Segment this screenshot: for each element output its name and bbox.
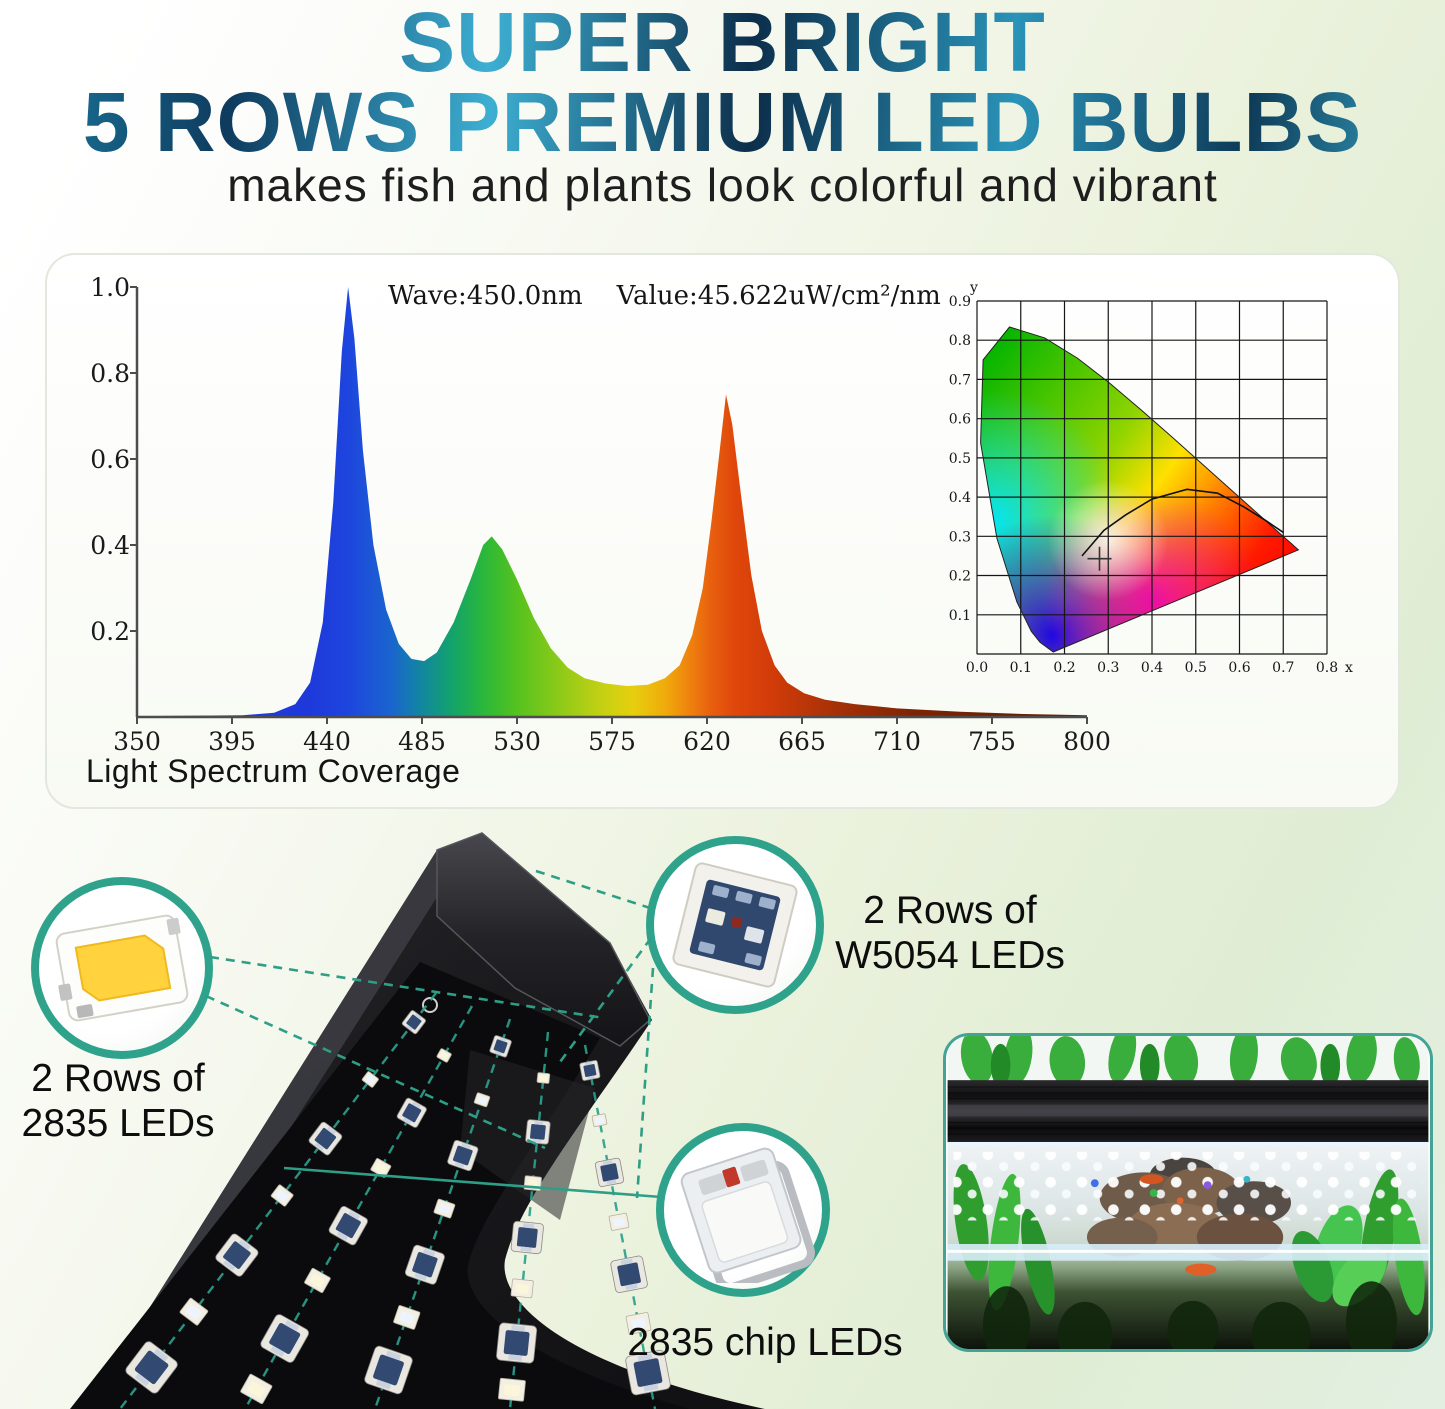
spectrum-y-tick-label: 0.8 <box>90 359 130 388</box>
cie-planckian-locus <box>1081 488 1284 557</box>
label-chip2835: 2835 chip LEDs <box>627 1321 903 1364</box>
led-2835-chip-icon <box>55 914 189 1022</box>
white-led-chip <box>393 1305 421 1330</box>
cie-spectral-locus-outline <box>980 326 1300 653</box>
cie-grid-lines <box>976 300 1328 655</box>
spectrum-area-series <box>137 287 1087 717</box>
annotation-value: Value:45.622uW/cm²/nm <box>616 281 941 311</box>
cie-y-tick-label: 0.3 <box>949 529 971 545</box>
white-led-chip <box>498 1377 526 1402</box>
spectrum-x-tick-label: 350 <box>113 727 161 756</box>
cie-y-tick-label: 0.1 <box>949 608 971 624</box>
spectrum-y-tick-label: 0.2 <box>90 617 130 646</box>
white-led-chip <box>304 1267 331 1293</box>
cie-x-tick-label: 0.6 <box>1228 660 1250 676</box>
rgb-led-chip <box>364 1345 413 1395</box>
spectrum-x-tick-label: 620 <box>683 727 731 756</box>
aquarium-scene <box>947 1036 1429 1349</box>
rgb-led-chip <box>510 1220 544 1255</box>
rgb-led-chip <box>610 1255 648 1293</box>
led-row-guide <box>583 1044 657 1409</box>
label-w5054-leds: 2 Rows of W5054 LEDs <box>828 888 1072 978</box>
rgb-led-chip <box>579 1060 601 1081</box>
white-led-chip <box>433 1198 456 1219</box>
spectrum-x-tick-label: 575 <box>588 727 636 756</box>
cie-y-axis-letter: y <box>969 280 978 296</box>
spectrum-x-tick-label: 800 <box>1063 727 1111 756</box>
spectrum-caption: Light Spectrum Coverage <box>86 753 461 789</box>
white-led-chip <box>240 1373 273 1405</box>
spectrum-annotation: Wave:450.0nm Value:45.622uW/cm²/nm <box>388 281 975 311</box>
label-2835-line2: 2835 LEDs <box>21 1102 215 1146</box>
spectrum-y-tick-label: 1.0 <box>90 273 130 302</box>
spectrum-x-tick-label: 440 <box>303 727 351 756</box>
annotation-wave: Wave:450.0nm <box>388 281 583 311</box>
rgb-led-chip <box>404 1244 445 1285</box>
led-w5054-chip-icon <box>672 862 798 988</box>
label-w5054-line2: W5054 LEDs <box>835 934 1065 978</box>
cie-x-tick-label: 0.4 <box>1141 660 1163 676</box>
cie-x-axis-letter: x <box>1345 660 1353 676</box>
spectrum-x-tick-label: 530 <box>493 727 541 756</box>
callout-chip2835-photo <box>656 1123 830 1297</box>
cie-white-point-marker <box>1087 546 1112 571</box>
cie-chromaticity-diagram: 0.9 0.8 0.7 0.6 0.5 0.4 0.3 0.2 0.1 0.0 0.1 0.2 0.3 0… <box>949 280 1353 676</box>
spectrum-x-tick-label: 395 <box>208 727 256 756</box>
rgb-led-chip <box>260 1314 309 1363</box>
white-led-chip <box>523 1175 542 1192</box>
cie-y-tick-label: 0.5 <box>949 451 971 467</box>
cie-y-tick-label: 0.2 <box>949 569 971 585</box>
plants-above-tank <box>960 1036 1420 1088</box>
spectrum-x-tick-label: 485 <box>398 727 446 756</box>
cie-y-tick-label: 0.9 <box>949 294 971 310</box>
cie-x-tick-label: 0.3 <box>1097 660 1119 676</box>
cie-y-tick-label: 0.7 <box>949 372 971 388</box>
cie-x-tick-label: 0.7 <box>1272 660 1294 676</box>
led-2835-chip-bracket-icon <box>680 1147 815 1283</box>
label-w5054-line1: 2 Rows of <box>863 889 1037 932</box>
title-line2: 5 ROWS PREMIUM LED BULBS <box>0 74 1445 171</box>
spectrum-y-tick-label: 0.6 <box>90 445 130 474</box>
spectrum-chart <box>130 286 1088 724</box>
bottom-plant-silhouettes <box>982 1281 1397 1349</box>
cie-x-tick-label: 0.5 <box>1185 660 1207 676</box>
cie-x-tick-label: 0.2 <box>1053 660 1075 676</box>
fish <box>1139 1174 1217 1276</box>
colored-led-reflections <box>1090 1175 1251 1205</box>
label-2835-leds: 2 Rows of 2835 LEDs <box>0 1056 253 1146</box>
white-led-chip <box>536 1072 551 1084</box>
aquarium-photo <box>943 1033 1433 1352</box>
rgb-led-chip <box>496 1322 538 1364</box>
spectrum-x-tick-label: 755 <box>968 727 1016 756</box>
rgb-led-chip <box>594 1157 625 1187</box>
rgb-led-chip <box>525 1119 551 1145</box>
spectrum-tick-marks <box>130 286 1088 724</box>
white-led-chip <box>625 1312 652 1335</box>
cie-x-tick-label: 0.0 <box>966 660 988 676</box>
rgb-led-chip <box>328 1205 368 1246</box>
white-led-chip <box>608 1212 630 1231</box>
cie-x-tick-label: 0.8 <box>1316 660 1338 676</box>
rgb-led-chip <box>625 1349 671 1396</box>
subtitle: makes fish and plants look colorful and … <box>227 159 1218 211</box>
white-led-chip <box>510 1278 534 1299</box>
cie-x-tick-label: 0.1 <box>1010 660 1032 676</box>
cie-y-tick-label: 0.8 <box>949 333 971 349</box>
spectrum-x-tick-label: 665 <box>778 727 826 756</box>
callout-w5054-led-photo <box>646 836 824 1014</box>
cie-y-tick-label: 0.6 <box>949 412 971 428</box>
callout-2835-led-photo <box>31 877 213 1059</box>
cie-axis-labels: 0.9 0.8 0.7 0.6 0.5 0.4 0.3 0.2 0.1 0.0 0.1 0.2 0.3 0… <box>949 280 1353 676</box>
cie-y-tick-label: 0.4 <box>949 490 971 506</box>
label-2835-line1: 2 Rows of <box>31 1057 205 1100</box>
title-line1: SUPER BRIGHT <box>0 0 1445 91</box>
led-reflections <box>953 1151 1423 1221</box>
spectrum-x-tick-label: 710 <box>873 727 921 756</box>
spectrum-y-tick-label: 0.4 <box>90 531 130 560</box>
rgb-led-chip <box>215 1233 259 1277</box>
rgb-led-chip <box>125 1341 178 1394</box>
white-led-chip <box>179 1297 209 1326</box>
white-led-chip <box>591 1113 608 1128</box>
